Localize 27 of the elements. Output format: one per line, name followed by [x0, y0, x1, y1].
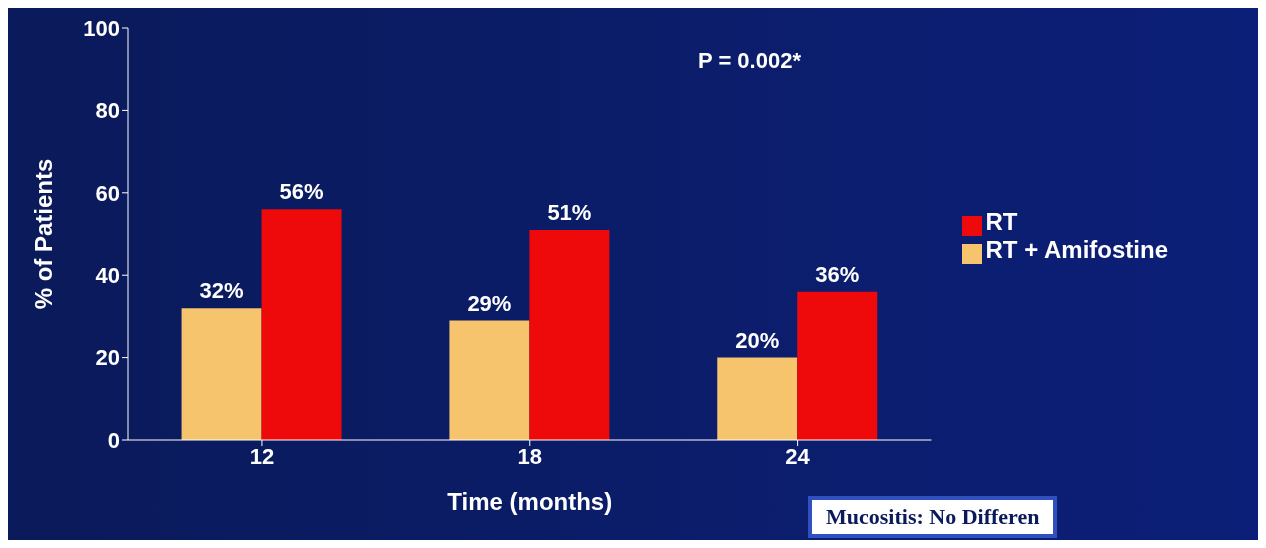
x-tick-label: 18: [517, 443, 543, 469]
text: Mucositis: No Differen: [808, 496, 1058, 538]
bar: [449, 320, 530, 440]
data-label: 56%: [279, 179, 324, 205]
y-tick-label: 80: [95, 98, 120, 124]
y-tick-label: 60: [95, 180, 120, 206]
bar: [717, 357, 798, 440]
y-axis-title: % of Patients: [29, 158, 57, 310]
data-label: 32%: [199, 278, 244, 304]
legend-label: RT + Amifostine: [985, 236, 1168, 263]
data-label: 20%: [735, 327, 780, 353]
x-axis-title: Time (months): [447, 488, 613, 515]
annotation: P = 0.002*: [698, 48, 801, 74]
y-tick-label: 0: [107, 427, 120, 453]
bar: [261, 209, 342, 440]
y-tick-label: 100: [83, 15, 120, 41]
data-label: 51%: [547, 199, 592, 225]
y-tick-label: 20: [95, 345, 120, 371]
x-tick-label: 24: [785, 443, 811, 469]
legend-label: RT: [985, 208, 1018, 235]
x-tick-label: 12: [249, 443, 275, 469]
data-label: 29%: [467, 290, 512, 316]
data-label: 36%: [815, 261, 860, 287]
bar: [529, 229, 610, 440]
bar: [797, 291, 878, 440]
y-tick-label: 40: [95, 263, 120, 289]
bar: [181, 308, 262, 440]
